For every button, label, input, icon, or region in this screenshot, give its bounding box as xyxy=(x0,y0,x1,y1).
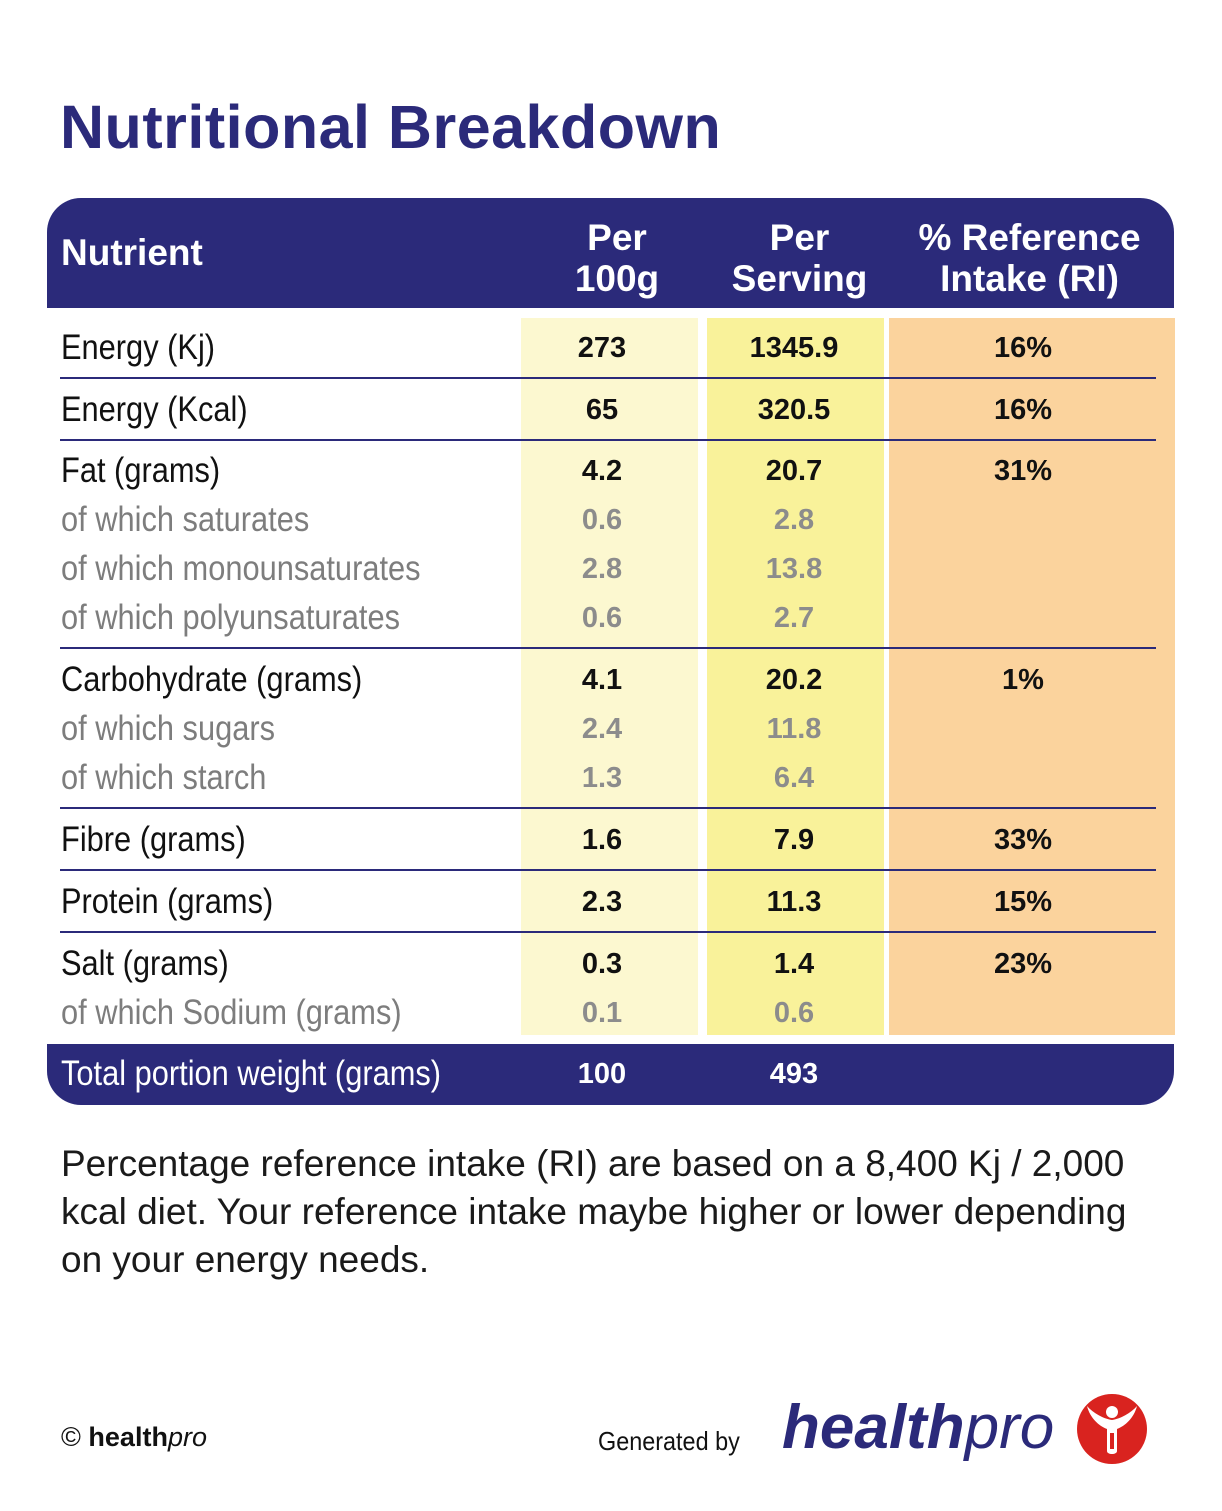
row-divider xyxy=(60,647,1156,649)
per-100g-value: 4.2 xyxy=(581,455,623,487)
row-label: of which starch xyxy=(61,758,267,797)
per-100g-value: 2.3 xyxy=(581,886,623,918)
per-100g-value: 2.4 xyxy=(581,713,623,745)
table-subrow: of which Sodium (grams) 0.1 0.6 xyxy=(0,993,1222,1032)
header-ri-line2: Intake (RI) xyxy=(940,258,1119,299)
header-reference-intake: % Reference Intake (RI) xyxy=(897,217,1162,299)
per-100g-value: 1.6 xyxy=(581,824,623,856)
copyright: © healthpro xyxy=(61,1422,207,1453)
ri-value: 33% xyxy=(993,824,1053,856)
table-subrow: of which polyunsaturates 0.6 2.7 xyxy=(0,598,1222,637)
header-per-100g-line1: Per xyxy=(587,217,647,258)
logo-text-light: pro xyxy=(964,1393,1055,1462)
header-nutrient: Nutrient xyxy=(61,232,203,273)
row-label: Energy (Kj) xyxy=(61,328,216,367)
header-per-serving: Per Serving xyxy=(717,217,882,299)
per-serving-value: 0.6 xyxy=(773,997,815,1029)
total-per-100g-value: 100 xyxy=(577,1058,627,1090)
per-serving-value: 1345.9 xyxy=(749,332,839,364)
table-row: Fat (grams) 4.2 20.7 31% xyxy=(0,451,1222,490)
per-100g-value: 1.3 xyxy=(581,762,623,794)
row-divider xyxy=(60,377,1156,379)
row-label: Fibre (grams) xyxy=(61,820,246,859)
header-per-100g-line2: 100g xyxy=(574,258,660,299)
per-serving-value: 7.9 xyxy=(773,824,815,856)
per-serving-value: 20.7 xyxy=(765,455,823,487)
per-serving-value: 2.8 xyxy=(773,504,815,536)
table-subrow: of which starch 1.3 6.4 xyxy=(0,758,1222,797)
per-100g-value: 2.8 xyxy=(581,553,623,585)
table-header: Nutrient Per 100g Per Serving % Referenc… xyxy=(47,198,1174,308)
per-100g-column-bg xyxy=(521,318,698,1035)
header-per-100g: Per 100g xyxy=(562,217,672,299)
ri-value: 1% xyxy=(1002,664,1044,696)
reference-intake-note: Percentage reference intake (RI) are bas… xyxy=(61,1143,1127,1280)
per-serving-column-bg xyxy=(707,318,884,1035)
row-label: of which Sodium (grams) xyxy=(61,993,402,1032)
row-divider xyxy=(60,931,1156,933)
total-per-serving-value: 493 xyxy=(769,1058,819,1090)
generated-by-label: Generated by xyxy=(598,1426,740,1456)
row-label: Protein (grams) xyxy=(61,882,274,921)
row-label: of which monounsaturates xyxy=(61,549,421,588)
copyright-symbol: © xyxy=(61,1422,81,1452)
table-row: Energy (Kcal) 65 320.5 16% xyxy=(0,390,1222,429)
row-divider xyxy=(60,439,1156,441)
row-label: of which polyunsaturates xyxy=(61,598,401,637)
page-title: Nutritional Breakdown xyxy=(60,93,722,161)
row-label: Salt (grams) xyxy=(61,944,229,983)
per-100g-value: 4.1 xyxy=(581,664,623,696)
per-serving-value: 6.4 xyxy=(773,762,815,794)
per-serving-value: 320.5 xyxy=(757,394,831,426)
table-subrow: of which saturates 0.6 2.8 xyxy=(0,500,1222,539)
per-serving-value: 11.3 xyxy=(766,886,822,918)
header-per-serving-line1: Per xyxy=(769,217,830,258)
ri-value: 16% xyxy=(993,394,1053,426)
per-serving-value: 13.8 xyxy=(765,553,823,585)
table-subrow: of which monounsaturates 2.8 13.8 xyxy=(0,549,1222,588)
total-label: Total portion weight (grams) xyxy=(61,1054,442,1093)
row-label: of which saturates xyxy=(61,500,310,539)
logo-text-bold: health xyxy=(782,1393,965,1462)
per-serving-value: 11.8 xyxy=(766,713,822,745)
row-label: of which sugars xyxy=(61,709,275,748)
table-row: Fibre (grams) 1.6 7.9 33% xyxy=(0,820,1222,859)
per-100g-value: 273 xyxy=(577,332,627,364)
table-row: Salt (grams) 0.3 1.4 23% xyxy=(0,944,1222,983)
table-row: Protein (grams) 2.3 11.3 15% xyxy=(0,882,1222,921)
row-divider xyxy=(60,869,1156,871)
per-serving-value: 20.2 xyxy=(765,664,823,696)
ri-value: 16% xyxy=(993,332,1053,364)
copyright-brand-italic: pro xyxy=(167,1422,207,1452)
table-row: Carbohydrate (grams) 4.1 20.2 1% xyxy=(0,660,1222,699)
per-100g-value: 65 xyxy=(585,394,619,426)
row-label: Fat (grams) xyxy=(61,451,221,490)
per-serving-value: 1.4 xyxy=(773,948,815,980)
ri-value: 15% xyxy=(993,886,1053,918)
healthpro-logo: healthpro xyxy=(782,1392,1054,1463)
row-divider xyxy=(60,807,1156,809)
row-label: Energy (Kcal) xyxy=(61,390,248,429)
per-100g-value: 0.6 xyxy=(581,504,623,536)
header-per-serving-line2: Serving xyxy=(731,258,868,299)
row-label: Carbohydrate (grams) xyxy=(61,660,363,699)
total-row: Total portion weight (grams) 100 493 xyxy=(47,1044,1174,1105)
ri-value: 23% xyxy=(993,948,1053,980)
header-ri-line1: % Reference xyxy=(918,217,1141,258)
ri-column-bg xyxy=(889,318,1175,1035)
per-100g-value: 0.1 xyxy=(581,997,623,1029)
ri-value: 31% xyxy=(993,455,1053,487)
table-subrow: of which sugars 2.4 11.8 xyxy=(0,709,1222,748)
per-100g-value: 0.3 xyxy=(581,948,623,980)
per-100g-value: 0.6 xyxy=(581,602,623,634)
per-serving-value: 2.7 xyxy=(773,602,815,634)
healthpro-figure-icon xyxy=(1077,1394,1147,1464)
copyright-brand-bold: health xyxy=(88,1422,168,1452)
table-row: Energy (Kj) 273 1345.9 16% xyxy=(0,328,1222,367)
